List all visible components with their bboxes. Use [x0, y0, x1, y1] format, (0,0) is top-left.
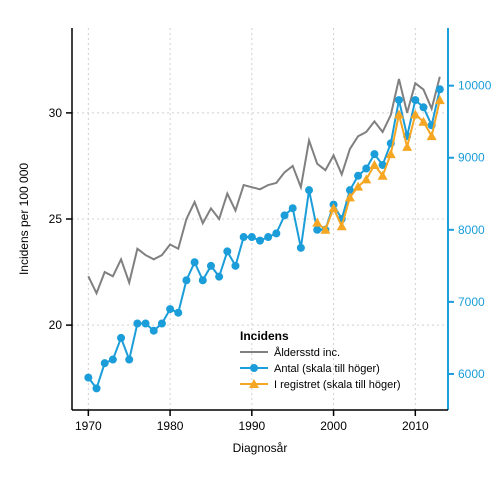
marker: [84, 374, 92, 382]
marker: [207, 262, 215, 270]
marker: [411, 96, 419, 104]
y-tick-label-right: 10000: [458, 79, 492, 93]
marker: [419, 103, 427, 111]
marker: [101, 359, 109, 367]
marker: [125, 356, 133, 364]
x-axis-label: Diagnosår: [233, 441, 288, 455]
x-tick-label: 2000: [320, 419, 347, 433]
series-antal: [88, 89, 439, 388]
legend-label: Åldersstd inc.: [274, 346, 340, 359]
marker: [272, 229, 280, 237]
marker: [305, 186, 313, 194]
y-tick-label-right: 7000: [458, 295, 485, 309]
marker: [281, 211, 289, 219]
chart-svg: 1970 1980 1990 2000 2010 20 25 30 6000 7000 8000 90…: [0, 0, 504, 504]
series-alders: [88, 77, 439, 293]
marker: [248, 233, 256, 241]
marker: [240, 233, 248, 241]
legend-label: I registret (skala till höger): [274, 379, 401, 391]
marker: [133, 320, 141, 328]
marker: [166, 305, 174, 313]
legend-label: Antal (skala till höger): [274, 363, 380, 375]
marker: [435, 95, 445, 104]
marker: [142, 320, 150, 328]
y-tick-label-right: 9000: [458, 151, 485, 165]
marker: [199, 276, 207, 284]
marker: [174, 309, 182, 317]
marker: [313, 226, 321, 234]
x-tick-label: 2010: [402, 419, 429, 433]
marker: [215, 273, 223, 281]
legend-marker: [250, 364, 258, 372]
y-tick-label-left: 20: [49, 318, 63, 332]
marker: [256, 237, 264, 245]
marker: [158, 320, 166, 328]
legend-title: Incidens: [240, 329, 289, 343]
x-tick-label: 1980: [157, 419, 184, 433]
marker: [264, 233, 272, 241]
y-tick-label-left: 30: [49, 106, 63, 120]
marker: [395, 96, 403, 104]
marker: [231, 262, 239, 270]
marker: [297, 244, 305, 252]
marker: [117, 334, 125, 342]
y-tick-label-left: 25: [49, 212, 63, 226]
marker: [337, 221, 347, 230]
marker: [370, 150, 378, 158]
marker: [289, 204, 297, 212]
marker: [109, 356, 117, 364]
marker: [182, 276, 190, 284]
y-tick-label-right: 8000: [458, 223, 485, 237]
marker: [223, 247, 231, 255]
x-tick-label: 1990: [238, 419, 265, 433]
x-tick-label: 1970: [75, 419, 102, 433]
marker: [361, 174, 371, 183]
marker: [191, 258, 199, 266]
marker: [354, 172, 362, 180]
marker: [150, 327, 158, 335]
marker: [436, 85, 444, 93]
marker: [362, 165, 370, 173]
marker: [93, 384, 101, 392]
marker: [427, 131, 437, 140]
y-axis-label-left: Incidens per 100 000: [17, 163, 31, 275]
chart-container: 1970 1980 1990 2000 2010 20 25 30 6000 7000 8000 90…: [0, 0, 504, 504]
y-tick-label-right: 6000: [458, 367, 485, 381]
marker: [402, 142, 412, 151]
